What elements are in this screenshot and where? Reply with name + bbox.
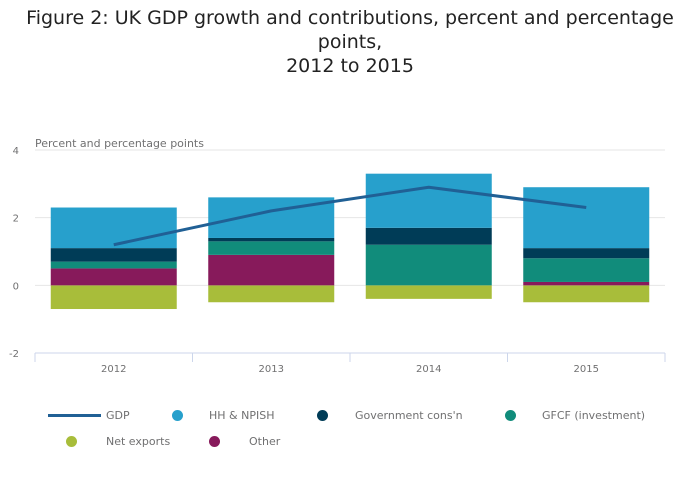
legend-label: GFCF (investment) (542, 409, 646, 422)
y-tick-label: 4 (13, 146, 19, 157)
bar-segment-government-cons-n (208, 237, 335, 242)
legend-item[interactable]: GFCF (investment) (505, 409, 645, 422)
legend-dot-swatch (66, 436, 77, 447)
x-tick-label: 2015 (574, 364, 599, 375)
bar-segment-gfcf-investment- (365, 244, 492, 286)
y-axis-title: Percent and percentage points (35, 137, 204, 150)
legend-dot-swatch (505, 410, 516, 421)
y-tick-label: -2 (9, 349, 19, 360)
legend-label: GDP (106, 409, 130, 422)
x-tick-label: 2013 (259, 364, 284, 375)
legend-item[interactable]: HH & NPISH (172, 409, 274, 422)
bar-segment-other (523, 281, 650, 286)
bar-segment-hh-npish (523, 187, 650, 249)
bar-segment-government-cons-n (365, 227, 492, 245)
bar-segment-other (50, 268, 177, 286)
series-line-gdp (113, 185, 587, 247)
bar-segment-gfcf-investment- (523, 258, 650, 282)
bar-segment-gfcf-investment- (208, 241, 335, 255)
legend-label: HH & NPISH (209, 409, 275, 422)
chart-title: Figure 2: UK GDP growth and contribution… (0, 6, 700, 78)
lines (113, 185, 587, 247)
y-tick-label: 2 (13, 214, 19, 225)
legend-line-swatch (48, 414, 101, 417)
legend-item[interactable]: Net exports (66, 435, 170, 448)
bars (50, 173, 650, 310)
bar-segment-net-exports (208, 285, 335, 303)
legend-dot-swatch (172, 410, 183, 421)
bar-segment-net-exports (50, 285, 177, 310)
x-tick-label: 2012 (101, 364, 126, 375)
bar-segment-other (208, 254, 335, 286)
legend-item[interactable]: GDP (48, 409, 130, 422)
y-tick-label: 0 (13, 281, 19, 292)
bar-segment-net-exports (365, 285, 492, 299)
y-axis: -2 0 2 4 (9, 146, 19, 360)
bar-segment-net-exports (523, 285, 650, 303)
x-axis: 2012 2013 2014 2015 (34, 352, 666, 375)
bar-segment-hh-npish (365, 173, 492, 228)
bar-segment-government-cons-n (523, 248, 650, 259)
legend-item[interactable]: Government cons'n (317, 409, 463, 422)
bar-segment-government-cons-n (50, 248, 177, 262)
bar-segment-gfcf-investment- (50, 261, 177, 269)
legend-item[interactable]: Other (209, 435, 280, 448)
legend-label: Net exports (106, 435, 171, 448)
chart-title-line-1: Figure 2: UK GDP growth and contribution… (26, 7, 674, 53)
legend-label: Government cons'n (355, 409, 463, 422)
legend-dot-swatch (209, 436, 220, 447)
chart-title-line-2: 2012 to 2015 (286, 55, 414, 77)
legend-dot-swatch (317, 410, 328, 421)
legend-label: Other (249, 435, 281, 448)
bar-segment-hh-npish (50, 207, 177, 249)
x-tick-label: 2014 (416, 364, 441, 375)
